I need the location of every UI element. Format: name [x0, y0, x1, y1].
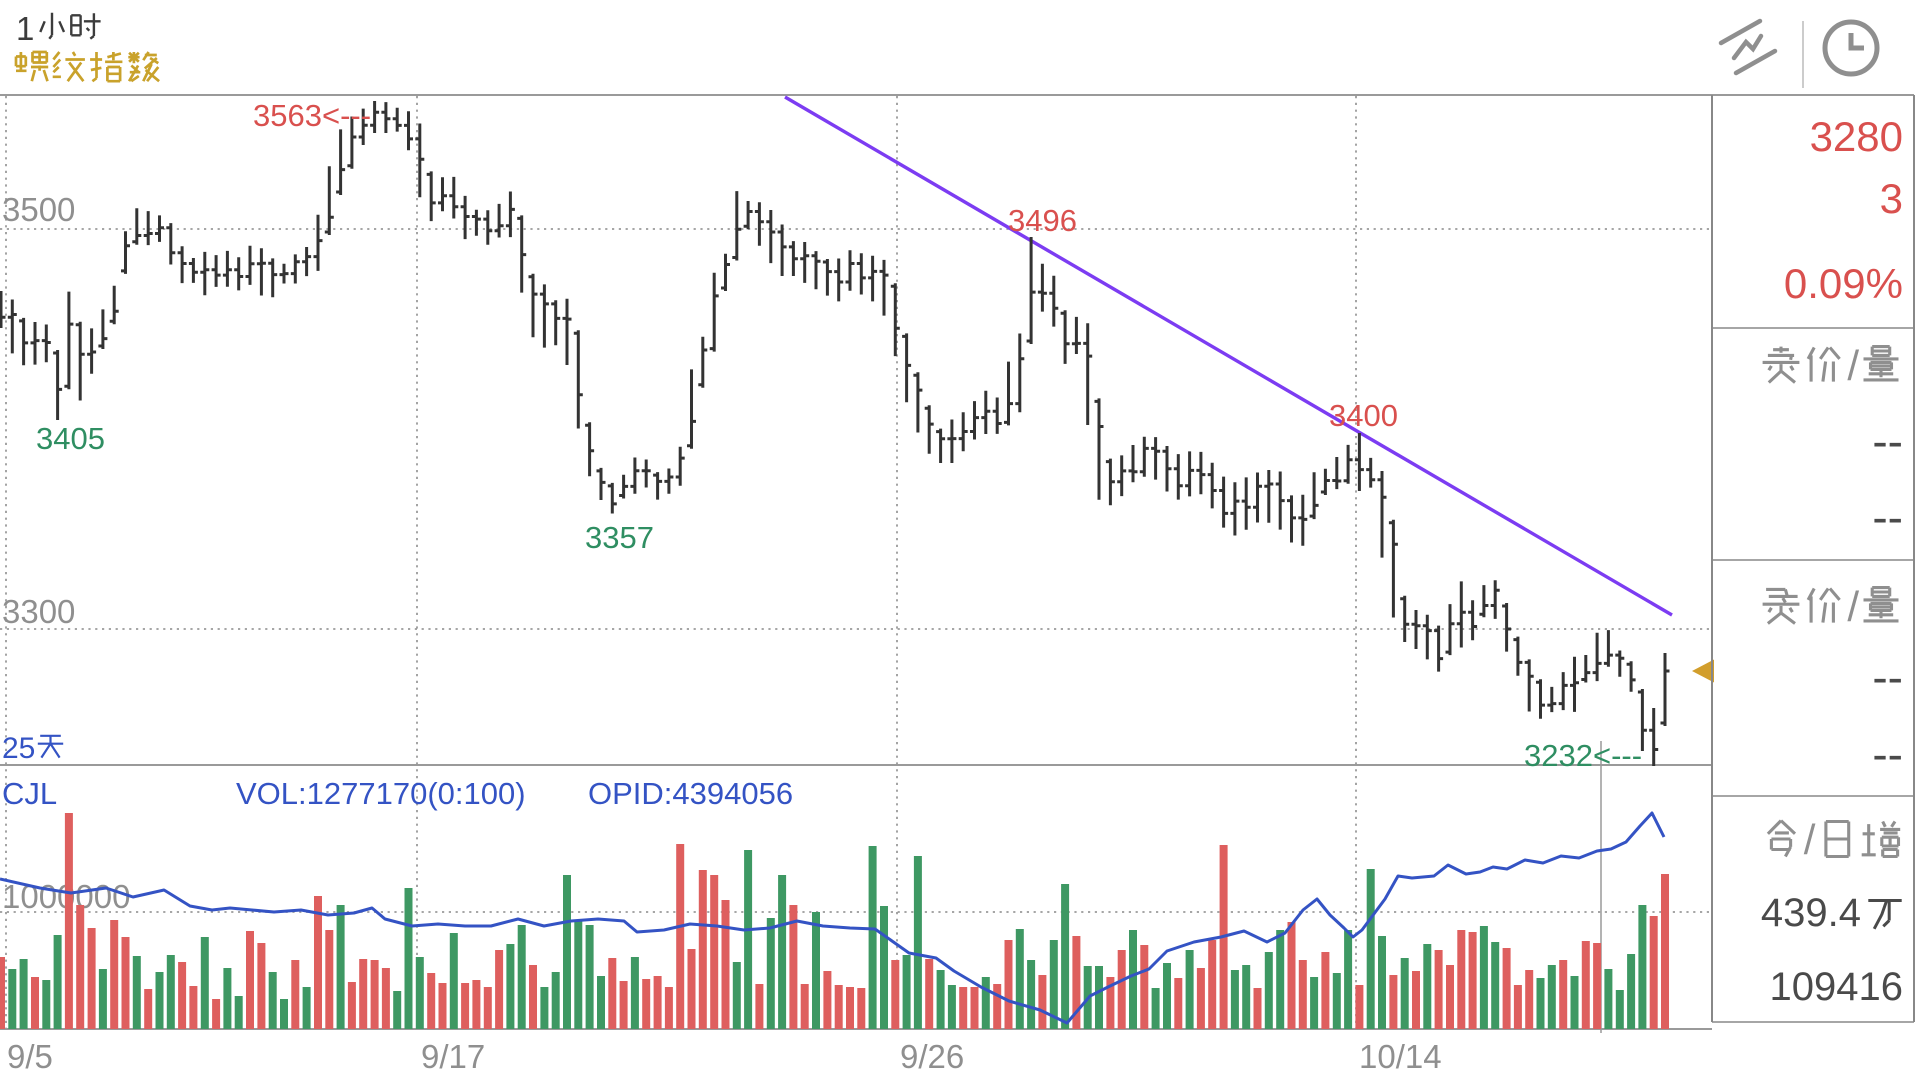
svg-text:109416: 109416	[1770, 965, 1903, 1009]
svg-text:25: 25	[2, 732, 35, 765]
svg-text:3563<---: 3563<---	[253, 98, 371, 133]
svg-text:0.09%: 0.09%	[1784, 260, 1903, 307]
svg-text:3280: 3280	[1810, 113, 1903, 160]
svg-text:9/17: 9/17	[421, 1038, 485, 1075]
svg-text:9/26: 9/26	[900, 1038, 964, 1075]
svg-text:3357: 3357	[585, 520, 654, 555]
svg-text:3496: 3496	[1008, 203, 1077, 238]
svg-text:--: --	[1872, 728, 1903, 780]
svg-text:3300: 3300	[2, 593, 75, 630]
svg-text:10/14: 10/14	[1359, 1038, 1442, 1075]
svg-text:--: --	[1872, 415, 1903, 467]
svg-text:3405: 3405	[36, 421, 105, 456]
svg-text:439.4: 439.4	[1761, 891, 1861, 935]
svg-text:--: --	[1872, 651, 1903, 703]
svg-text:OPID:4394056: OPID:4394056	[588, 776, 793, 811]
svg-text:1: 1	[16, 10, 34, 47]
svg-text:/: /	[1804, 816, 1816, 863]
svg-text:3400: 3400	[1329, 398, 1398, 433]
svg-text:3500: 3500	[2, 191, 75, 228]
svg-text:3232<---: 3232<---	[1524, 738, 1642, 773]
svg-text:/: /	[1847, 342, 1859, 389]
svg-text:9/5: 9/5	[7, 1038, 53, 1075]
svg-text:CJL: CJL	[2, 776, 57, 811]
svg-text:/: /	[1847, 583, 1859, 630]
svg-text:3: 3	[1880, 175, 1903, 222]
svg-text:VOL:1277170(0:100): VOL:1277170(0:100)	[236, 776, 526, 811]
svg-text:--: --	[1872, 491, 1903, 543]
